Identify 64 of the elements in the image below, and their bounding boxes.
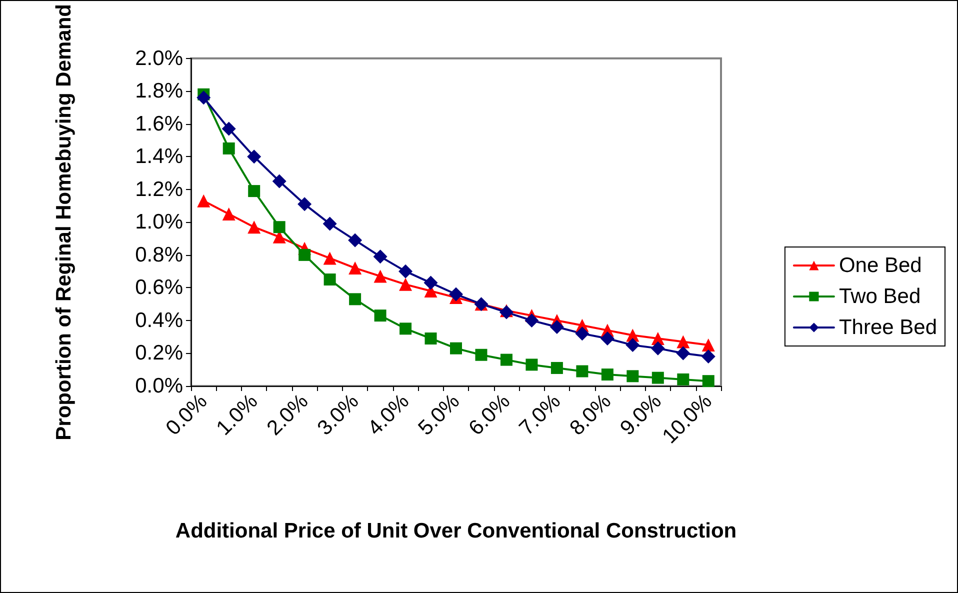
point	[222, 142, 235, 154]
point	[702, 375, 714, 388]
point	[348, 233, 362, 248]
point	[374, 270, 387, 283]
point	[676, 335, 690, 348]
point	[322, 216, 337, 231]
y-tick-label: 0.4%	[135, 308, 183, 332]
y-tick-label: 0.0%	[135, 374, 183, 398]
point	[222, 122, 236, 136]
y-tick-label: 2.0%	[135, 46, 183, 70]
point	[526, 358, 538, 371]
point	[524, 313, 539, 328]
y-tick-label: 1.8%	[135, 80, 183, 103]
point	[400, 322, 412, 335]
legend-label: One Bed	[838, 254, 922, 277]
point	[677, 373, 690, 386]
point	[197, 194, 210, 208]
legend-label: Three Bed	[838, 316, 938, 339]
y-tick-label: 0.8%	[135, 243, 183, 266]
point	[600, 331, 614, 346]
point	[349, 293, 362, 306]
y-tick-label: 0.6%	[135, 276, 183, 300]
legend-label: Two Bed	[838, 285, 921, 308]
point	[348, 262, 362, 275]
point	[652, 372, 664, 384]
point	[626, 370, 639, 382]
point	[701, 350, 716, 364]
point	[324, 274, 336, 286]
point	[398, 264, 413, 278]
point	[298, 197, 312, 212]
point	[424, 276, 438, 290]
point	[399, 278, 412, 291]
point	[222, 207, 236, 220]
point	[373, 250, 388, 264]
y-axis-title: Proportion of Reginal Homebuying Demand	[52, 4, 76, 440]
point	[676, 346, 690, 360]
point	[500, 354, 512, 366]
point	[550, 320, 564, 334]
point	[298, 248, 311, 261]
point	[601, 368, 614, 381]
point	[273, 221, 286, 234]
point	[424, 332, 437, 344]
point	[247, 150, 262, 164]
y-tick-label: 1.0%	[135, 210, 183, 234]
point	[450, 342, 462, 354]
point	[449, 287, 463, 302]
y-tick-label: 1.6%	[135, 112, 183, 136]
point	[576, 365, 588, 378]
y-tick-label: 0.2%	[135, 342, 183, 365]
point	[272, 174, 286, 188]
point	[702, 338, 715, 352]
y-tick-label: 1.4%	[135, 145, 183, 168]
point	[626, 338, 640, 352]
point	[248, 220, 261, 234]
point	[575, 326, 590, 341]
point	[550, 362, 563, 374]
point	[650, 341, 665, 356]
point	[248, 185, 260, 198]
x-axis-title: Additional Price of Unit Over Conventional Construction	[175, 520, 737, 542]
point	[374, 310, 386, 322]
point	[323, 252, 336, 265]
y-tick-label: 1.2%	[135, 178, 183, 201]
point	[196, 90, 211, 105]
point	[475, 348, 488, 361]
